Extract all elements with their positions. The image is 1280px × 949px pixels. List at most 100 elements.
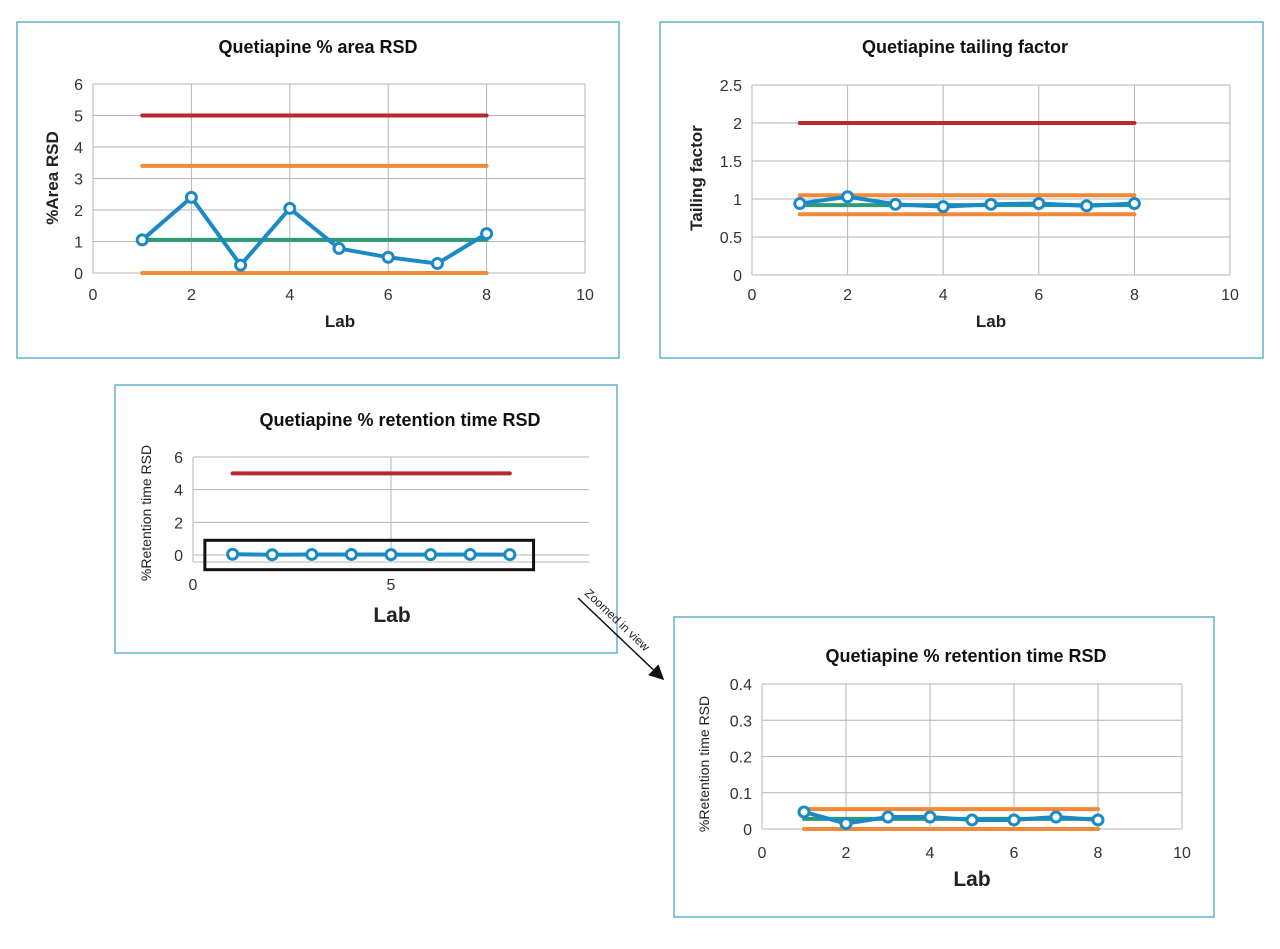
chart-panel-4: 0 0.1 0.2 0.3 0.4 0 2 4 6 8 10 Quetiapine % retenti… bbox=[673, 616, 1215, 918]
x-tick-label: 8 bbox=[482, 287, 491, 304]
data-point bbox=[797, 805, 811, 819]
x-tick-label: 10 bbox=[1221, 287, 1239, 304]
highlight-box bbox=[203, 538, 536, 572]
x-tick-label: 6 bbox=[384, 287, 393, 304]
data-point bbox=[1049, 810, 1063, 824]
x-axis-label: Lab bbox=[953, 868, 990, 891]
y-tick-label: 0.1 bbox=[730, 786, 752, 803]
y-axis-label: Tailing factor bbox=[687, 125, 706, 231]
y-tick-label: 1 bbox=[733, 192, 742, 209]
y-tick-label: 6 bbox=[174, 450, 183, 467]
series-line bbox=[232, 552, 510, 557]
data-point bbox=[503, 548, 517, 562]
x-tick-label: 4 bbox=[926, 845, 935, 862]
data-point bbox=[888, 197, 902, 211]
y-tick-label: 4 bbox=[174, 483, 183, 500]
series-line bbox=[140, 195, 488, 268]
data-point bbox=[424, 548, 438, 562]
data-point bbox=[881, 810, 895, 824]
x-tick-label: 2 bbox=[187, 287, 196, 304]
data-point bbox=[841, 190, 855, 204]
x-tick-label: 0 bbox=[89, 287, 98, 304]
data-point bbox=[793, 197, 807, 211]
panel-border bbox=[673, 616, 1215, 918]
y-tick-label: 2 bbox=[74, 203, 83, 220]
data-point bbox=[283, 201, 297, 215]
data-point bbox=[332, 241, 346, 255]
chart-title: Quetiapine tailing factor bbox=[862, 37, 1068, 57]
data-point bbox=[135, 233, 149, 247]
data-point bbox=[344, 547, 358, 561]
y-axis-label: %Area RSD bbox=[43, 131, 62, 225]
x-tick-label: 4 bbox=[939, 287, 948, 304]
data-point bbox=[463, 547, 477, 561]
x-tick-label: 8 bbox=[1130, 287, 1139, 304]
data-point bbox=[265, 548, 279, 562]
y-tick-label: 0.2 bbox=[730, 750, 752, 767]
chart-title: Quetiapine % retention time RSD bbox=[259, 410, 540, 430]
x-tick-label: 0 bbox=[748, 287, 757, 304]
x-tick-label: 6 bbox=[1010, 845, 1019, 862]
x-axis-label: Lab bbox=[976, 312, 1006, 331]
x-tick-label: 4 bbox=[285, 287, 294, 304]
data-point bbox=[839, 817, 853, 831]
x-tick-label: 10 bbox=[1173, 845, 1191, 862]
y-tick-label: 0 bbox=[743, 822, 752, 839]
data-point bbox=[384, 548, 398, 562]
y-tick-label: 2 bbox=[733, 116, 742, 133]
data-point bbox=[184, 190, 198, 204]
x-tick-label: 0 bbox=[758, 845, 767, 862]
data-point bbox=[381, 250, 395, 264]
data-point bbox=[1032, 197, 1046, 211]
y-tick-label: 2 bbox=[174, 515, 183, 532]
data-point bbox=[430, 257, 444, 271]
arrow-down-right-icon bbox=[577, 597, 665, 681]
y-tick-label: 0.3 bbox=[730, 713, 752, 730]
series-line bbox=[799, 194, 1135, 209]
y-tick-label: 0 bbox=[174, 548, 183, 565]
chart-title: Quetiapine % retention time RSD bbox=[825, 646, 1106, 666]
y-tick-label: 2.5 bbox=[720, 78, 742, 95]
x-tick-label: 8 bbox=[1094, 845, 1103, 862]
y-axis-label: %Retention time RSD bbox=[138, 445, 154, 581]
chart-panel-1: 0 1 2 3 4 5 6 0 2 4 6 8 10 Quetiapine % area RSD Lab %A… bbox=[16, 21, 620, 359]
data-point bbox=[305, 547, 319, 561]
chart-panel-2: 0 0.5 1 1.5 2 2.5 0 2 4 6 8 10 Quetiapine tailing fa… bbox=[659, 21, 1264, 359]
y-axis-label: %Retention time RSD bbox=[696, 696, 712, 832]
y-tick-label: 6 bbox=[74, 77, 83, 94]
x-tick-label: 5 bbox=[387, 577, 396, 594]
data-point bbox=[965, 813, 979, 827]
data-point bbox=[984, 197, 998, 211]
y-tick-label: 0.5 bbox=[720, 230, 742, 247]
y-tick-label: 3 bbox=[74, 172, 83, 189]
data-point bbox=[226, 547, 240, 561]
data-point bbox=[480, 227, 494, 241]
data-point bbox=[1080, 199, 1094, 213]
x-axis-label: Lab bbox=[325, 312, 355, 331]
panel-border bbox=[659, 21, 1264, 359]
x-tick-label: 6 bbox=[1034, 287, 1043, 304]
x-tick-label: 2 bbox=[842, 845, 851, 862]
chart-title: Quetiapine % area RSD bbox=[218, 37, 417, 57]
data-point bbox=[234, 258, 248, 272]
x-tick-label: 10 bbox=[576, 287, 594, 304]
data-point bbox=[936, 200, 950, 214]
data-point bbox=[923, 810, 937, 824]
data-point bbox=[1127, 197, 1141, 211]
panel-border bbox=[114, 384, 618, 654]
chart-panel-3: 0 2 4 6 0 5 Quetiapine % retention time RSD Lab… bbox=[114, 384, 618, 654]
y-tick-label: 4 bbox=[74, 140, 83, 157]
y-tick-label: 0.4 bbox=[730, 677, 752, 694]
x-tick-label: 0 bbox=[189, 577, 198, 594]
y-tick-label: 0 bbox=[733, 268, 742, 285]
y-tick-label: 5 bbox=[74, 109, 83, 126]
panel-border bbox=[16, 21, 620, 359]
x-axis-label: Lab bbox=[373, 604, 410, 627]
series-line bbox=[803, 810, 1099, 826]
x-tick-label: 2 bbox=[843, 287, 852, 304]
y-tick-label: 1.5 bbox=[720, 154, 742, 171]
data-point bbox=[1007, 813, 1021, 827]
data-point bbox=[1091, 813, 1105, 827]
y-tick-label: 0 bbox=[74, 266, 83, 283]
